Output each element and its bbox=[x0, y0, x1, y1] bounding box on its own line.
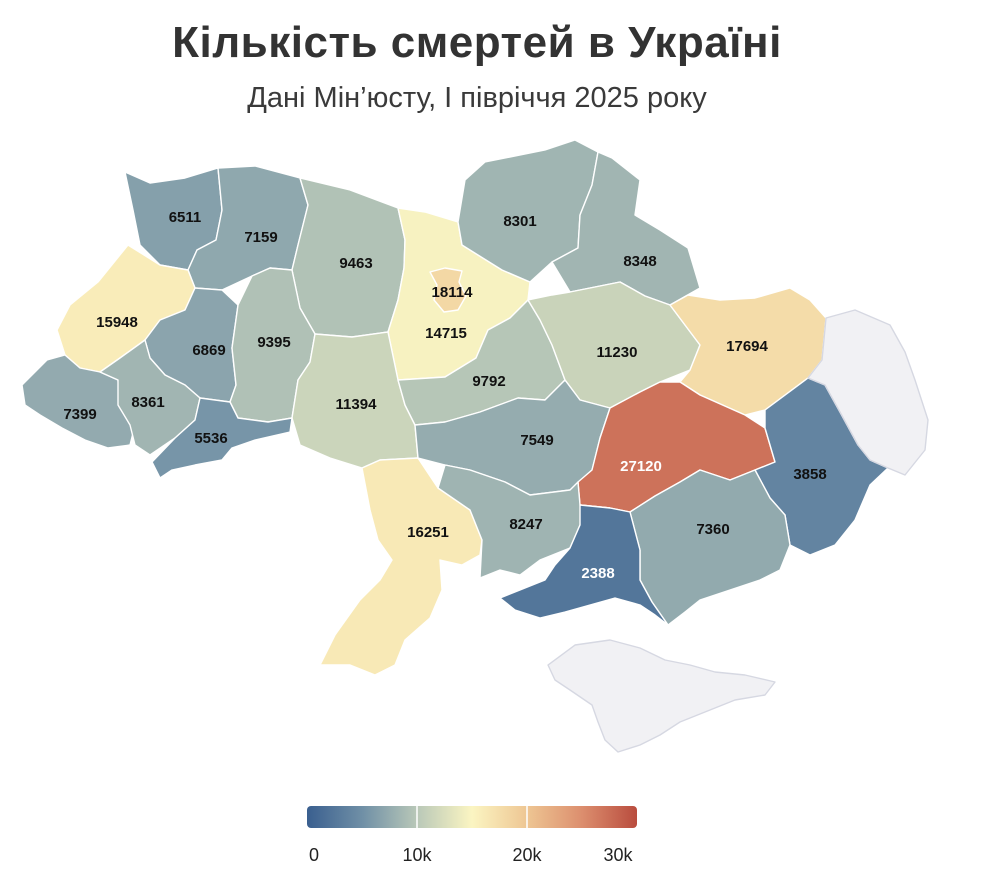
region-crimea bbox=[547, 639, 776, 753]
region-value-rivne: 7159 bbox=[244, 229, 277, 246]
region-value-sumy: 8348 bbox=[623, 253, 656, 270]
region-value-zhytomyr: 9463 bbox=[339, 255, 372, 272]
region-value-khmelnytskyi: 9395 bbox=[257, 334, 290, 351]
region-value-ternopil: 6869 bbox=[192, 342, 225, 359]
region-value-vinnytsia: 11394 bbox=[336, 396, 378, 413]
legend-tick-label: 30k bbox=[603, 845, 633, 865]
region-value-dnipropetrovsk: 27120 bbox=[620, 458, 662, 475]
region-poltava bbox=[527, 281, 701, 409]
region-value-zakarpattia: 7399 bbox=[63, 406, 96, 423]
region-value-volyn: 6511 bbox=[169, 209, 202, 226]
region-value-chernihiv: 8301 bbox=[503, 213, 536, 230]
region-value-kyiv-oblast: 14715 bbox=[425, 325, 467, 342]
legend-tick-label: 20k bbox=[512, 845, 542, 865]
region-value-ivano-frankivsk: 8361 bbox=[131, 394, 164, 411]
region-zakarpattia bbox=[21, 354, 136, 449]
region-luhansk bbox=[807, 309, 929, 476]
region-value-lviv: 15948 bbox=[96, 314, 138, 331]
region-value-poltava: 11230 bbox=[597, 344, 638, 361]
map-title: Кількість смертей в Україні bbox=[172, 18, 782, 67]
legend-tick-label: 0 bbox=[308, 845, 320, 865]
region-kyiv-city bbox=[429, 267, 467, 313]
region-value-donetsk: 3858 bbox=[793, 466, 826, 483]
region-value-cherkasy: 9792 bbox=[472, 373, 505, 390]
region-value-kirovohrad: 7549 bbox=[520, 432, 553, 449]
map-subtitle: Дані Мін’юсту, І півріччя 2025 року bbox=[247, 82, 707, 114]
region-value-odesa: 16251 bbox=[407, 524, 449, 541]
region-value-kyiv-city: 18114 bbox=[432, 284, 474, 301]
region-value-kharkiv: 17694 bbox=[726, 338, 768, 355]
region-kherson bbox=[499, 504, 669, 626]
color-scale-legend bbox=[307, 806, 637, 828]
region-value-zaporizhzhia: 7360 bbox=[696, 521, 729, 538]
region-chernivtsi bbox=[151, 397, 293, 479]
region-value-chernivtsi: 5536 bbox=[194, 430, 227, 447]
region-value-mykolaiv: 8247 bbox=[509, 516, 542, 533]
legend-tick-label: 10k bbox=[402, 845, 432, 865]
region-value-kherson: 2388 bbox=[581, 565, 614, 582]
